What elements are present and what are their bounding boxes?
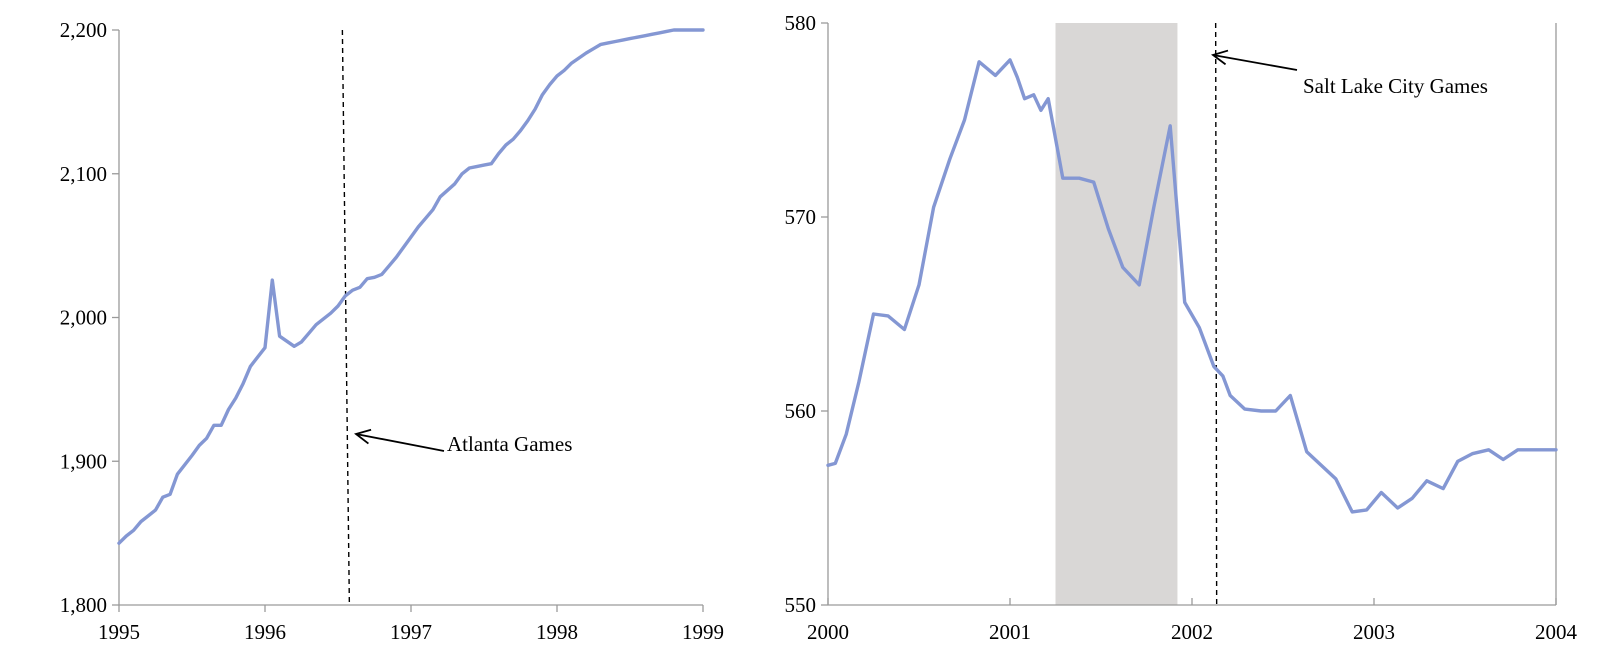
- salt-lake-x-tick-label: 2002: [1171, 620, 1213, 644]
- salt-lake-y-tick-label: 550: [785, 593, 817, 617]
- salt-lake-y-tick-label: 580: [785, 11, 817, 35]
- salt-lake-y-tick-label: 560: [785, 399, 817, 423]
- salt-lake-shaded-period: [1055, 23, 1178, 605]
- salt-lake-y-tick-label: 570: [785, 205, 817, 229]
- salt-lake-annotation-label: Salt Lake City Games: [1303, 74, 1488, 98]
- atlanta-series-line: [117, 28, 705, 545]
- atlanta-x-tick-label: 1995: [98, 620, 140, 644]
- atlanta-event-line: [341, 29, 351, 606]
- atlanta-y-tick-label: 2,100: [60, 162, 107, 186]
- salt-lake-series-line: [826, 58, 1558, 514]
- salt-lake-annotation-arrow: [1212, 54, 1298, 71]
- atlanta-annotation-label: Atlanta Games: [447, 432, 572, 456]
- atlanta-annotation-arrowhead: [354, 428, 372, 445]
- salt-lake-x-tick-label: 2001: [989, 620, 1031, 644]
- salt-lake-chart: 550 560 570 580 2000 2001 2002 2003 2004 Salt Lak…: [785, 11, 1578, 644]
- salt-lake-annotation-arrowhead: [1211, 49, 1229, 66]
- salt-lake-x-tick-label: 2003: [1353, 620, 1395, 644]
- atlanta-x-tick-label: 1998: [536, 620, 578, 644]
- atlanta-x-tick-label: 1999: [682, 620, 724, 644]
- atlanta-annotation-arrow: [355, 433, 445, 452]
- salt-lake-event-line: [1214, 22, 1218, 606]
- atlanta-y-tick-label: 2,000: [60, 306, 107, 330]
- atlanta-chart: 1,800 1,900 2,000 2,100 2,200 1995 1996 1997 199…: [60, 18, 724, 644]
- atlanta-y-tick-label: 1,900: [60, 449, 107, 473]
- salt-lake-x-tick-label: 2000: [807, 620, 849, 644]
- atlanta-y-tick-label: 2,200: [60, 18, 107, 42]
- atlanta-x-tick-label: 1996: [244, 620, 286, 644]
- salt-lake-x-tick-label: 2004: [1535, 620, 1578, 644]
- atlanta-x-tick-label: 1997: [390, 620, 432, 644]
- atlanta-y-tick-label: 1,800: [60, 593, 107, 617]
